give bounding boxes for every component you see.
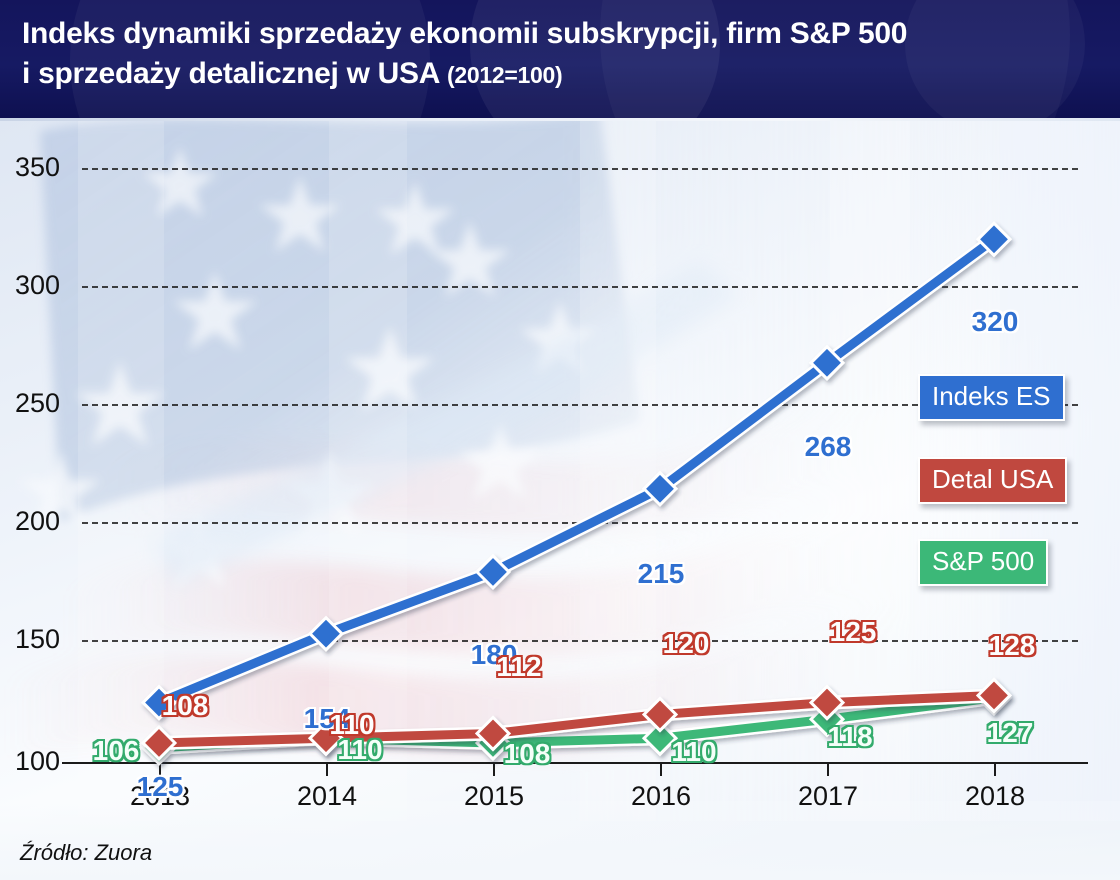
x-tick-2014: [326, 762, 328, 776]
gridline-300: [82, 286, 1078, 288]
x-tick-label-2015: 2015: [463, 781, 525, 811]
data-point-marker: [140, 684, 178, 721]
data-point-marker: [808, 344, 846, 381]
legend-item-sp500[interactable]: S&P 500: [918, 539, 1049, 586]
x-tick-2013: [159, 762, 161, 776]
data-label-indeks-es-2015: 180: [470, 639, 518, 670]
gridline-250: [82, 404, 1078, 406]
legend-item-indeks-es[interactable]: Indeks ES: [918, 374, 1065, 421]
legend-item-detal-usa[interactable]: Detal USA: [918, 457, 1068, 504]
footer-band: [0, 801, 1120, 880]
x-axis-line: [62, 762, 1088, 764]
data-point-marker: [975, 221, 1013, 258]
data-label-detal-usa-2013: 108: [161, 690, 209, 721]
series-indeks-es: [140, 221, 1013, 721]
data-point-marker: [307, 615, 345, 652]
data-label-indeks-es-2016: 215: [637, 558, 685, 589]
data-label-sp500-2014: 110: [337, 734, 383, 765]
x-tick-2015: [493, 762, 495, 776]
data-label-sp500-2013: 106: [92, 735, 140, 766]
data-point-marker: [307, 720, 345, 757]
data-point-marker: [474, 553, 512, 591]
title-base-note: (2012=100): [447, 62, 563, 88]
x-tick-2016: [660, 762, 662, 776]
y-tick-label-350: 350: [14, 152, 60, 182]
x-tick-label-2016: 2016: [630, 781, 692, 811]
plot-area: 350 300 250 200 150 100 2013 2014 2015 2…: [0, 121, 1120, 880]
data-label-sp500-2016: 110: [671, 736, 717, 767]
header-banner: Indeks dynamiki sprzedaży ekonomii subsk…: [0, 0, 1120, 118]
data-label-detal-usa-2018: 128: [988, 630, 1036, 661]
source-note: Źródło: Zuora: [20, 840, 153, 865]
data-label-indeks-es-2013: 125: [136, 771, 184, 802]
data-point-marker: [641, 470, 679, 507]
title-line-1: Indeks dynamiki sprzedaży ekonomii subsk…: [22, 17, 908, 50]
data-label-indeks-es-2017: 268: [804, 431, 852, 462]
x-tick-2018: [994, 762, 996, 776]
data-label-indeks-es-2014: 154: [303, 703, 351, 734]
data-label-sp500-2015: 108: [503, 738, 551, 769]
data-label-detal-usa-2016: 120: [662, 628, 710, 659]
data-label-indeks-es-2018: 320: [971, 306, 1019, 337]
y-tick-label-100: 100: [14, 746, 60, 776]
y-tick-label-250: 250: [14, 388, 60, 418]
y-tick-label-150: 150: [14, 624, 60, 654]
page-title: Indeks dynamiki sprzedaży ekonomii subsk…: [22, 14, 1102, 95]
data-label-detal-usa-2014: 110: [329, 709, 375, 740]
gridline-350: [82, 168, 1078, 170]
data-point-marker: [641, 720, 679, 757]
y-tick-label-200: 200: [14, 506, 60, 536]
data-label-sp500-2018: 127: [986, 717, 1034, 748]
data-point-marker: [140, 724, 178, 762]
x-tick-label-2014: 2014: [296, 781, 358, 811]
series-detal-usa: [140, 677, 1013, 762]
x-tick-label-2013: 2013: [129, 781, 191, 811]
chart-canvas: 350 300 250 200 150 100 2013 2014 2015 2…: [0, 121, 1120, 880]
gridline-150: [82, 640, 1078, 642]
data-label-detal-usa-2015: 112: [496, 651, 542, 682]
x-tick-label-2017: 2017: [797, 781, 859, 811]
data-label-detal-usa-2017: 125: [829, 616, 877, 647]
header-divider: [0, 118, 1120, 121]
x-tick-2017: [827, 762, 829, 776]
data-label-sp500-2017: 118: [827, 721, 873, 752]
data-point-marker: [641, 696, 679, 733]
x-tick-label-2018: 2018: [964, 781, 1026, 811]
data-point-marker: [474, 715, 512, 752]
series-lines-and-markers: [140, 221, 1013, 766]
data-point-marker: [808, 684, 846, 721]
title-line-2: i sprzedaży detalicznej w USA: [22, 57, 448, 90]
y-tick-label-300: 300: [14, 270, 60, 300]
data-point-marker: [975, 677, 1013, 714]
